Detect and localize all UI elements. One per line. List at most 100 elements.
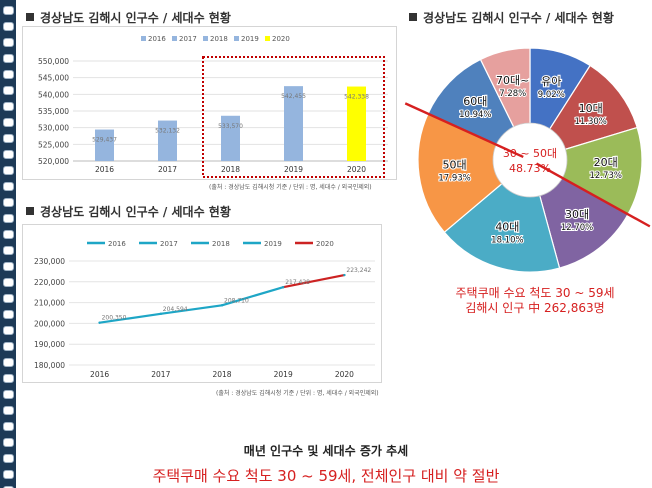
bullet-square-icon [409,13,417,21]
binding-ring [3,294,14,303]
bar-section-title-text: 경상남도 김해시 인구수 / 세대수 현황 [40,11,231,25]
pie-slice-label: 유아 [541,75,561,88]
line-segment [159,304,224,315]
bar [95,129,114,161]
binding-ring [3,70,14,79]
y-tick-label: 200,000 [34,319,65,328]
x-tick-label: 2019 [284,165,303,174]
bar-chart: 2016 2017 2018 2019 2020 520,000 525,000 530,00… [38,35,388,178]
binding-ring [3,198,14,207]
pie-slice-value: 10.94% [459,110,491,120]
line-segment [282,273,346,289]
y-tick-label: 180,000 [34,361,65,370]
y-tick-label: 535,000 [38,107,69,116]
line-section-title: 경상남도 김해시 인구수 / 세대수 현황 [26,203,231,220]
bar-data-label: 533,570 [218,123,243,130]
legend-label: 2019 [241,35,259,43]
binding-ring [3,134,14,143]
range-divider-line [535,162,651,228]
x-tick-label: 2016 [95,165,114,174]
pie-slice-value: 17.93% [438,173,470,183]
y-tick-label: 545,000 [38,74,69,83]
legend-swatch [172,36,177,41]
bar-data-label: 529,437 [92,137,117,144]
binding-ring [3,230,14,239]
pie-section-title: 경상남도 김해시 인구수 / 세대수 현황 [409,9,614,26]
line-data-label: 223,242 [346,267,371,274]
line-data-label: 200,350 [102,315,127,322]
line-data-label: 217,428 [285,279,310,286]
pie-slice-label: 10대 [579,102,603,115]
x-tick-label: 2017 [158,165,177,174]
bullet-square-icon [26,207,34,215]
pie-note-line2: 김해시 인구 中 262,863명 [465,301,605,315]
pie-chart: 유아 9.02% 10대 11.30% 20대 12.73% 30대 12.70% 40대 18.… [404,47,651,273]
legend-label: 2016 [148,35,166,43]
binding-ring [3,326,14,335]
legend-label: 2018 [212,240,230,248]
line-point [98,321,101,324]
highlight-box [202,56,385,178]
range-divider-line [404,102,524,159]
line-point [343,273,346,277]
pie-slice-value: 9.02% [538,90,565,100]
legend-label: 2017 [179,35,197,43]
legend-swatch [203,36,208,41]
y-tick-label: 520,000 [38,157,69,166]
legend-swatch [234,36,239,41]
pie-center [492,122,568,198]
y-tick-label: 190,000 [34,340,65,349]
binding-ring [3,22,14,31]
y-tick-label: 220,000 [34,278,65,287]
pie-section-title-text: 경상남도 김해시 인구수 / 세대수 현황 [423,11,614,25]
bar-data-label: 542,338 [344,94,369,101]
binding-ring [3,102,14,111]
x-tick-label: 2016 [90,370,109,379]
pie-slice-value: 18.10% [491,236,523,246]
legend-label: 2016 [108,240,126,248]
pie-slice-value: 11.30% [574,117,606,127]
legend-label: 2019 [264,240,282,248]
binding-ring [3,166,14,175]
binding-ring [3,438,14,447]
binding-ring [3,390,14,399]
x-tick-label: 2020 [347,165,366,174]
legend-label: 2020 [316,240,334,248]
binding-ring [3,54,14,63]
line-chart-source: (출처 : 경상남도 김해시청 기준 / 단위 : 명, 세대수 / 외국인제외… [216,390,379,397]
pie-center-line1: 30 ~ 50대 [503,147,557,160]
x-tick-label: 2017 [151,370,170,379]
binding-ring [3,262,14,271]
binding-ring [3,214,14,223]
line-data-label: 204,594 [163,306,188,313]
binding-ring [3,470,14,479]
line-segment [220,286,285,307]
bar-chart-panel: 2016 2017 2018 2019 2020 520,000 525,000 530,00… [22,26,397,180]
binding-ring [3,118,14,127]
x-tick-label: 2018 [221,165,240,174]
x-tick-label: 2019 [274,370,293,379]
pie-note-line1: 주택쿠매 수요 척도 30 ~ 59세 [455,286,615,300]
line-chart-panel: 2016 2017 2018 2019 2020 180,000 190,000 200,00… [22,224,382,383]
line-section-title-text: 경상남도 김해시 인구수 / 세대수 현황 [40,205,231,219]
binding-ring [3,278,14,287]
footer-headline: 주택쿠매 수요 척도 30 ~ 59세, 전체인구 대비 약 절반 [152,467,500,485]
binding-ring [3,6,14,15]
y-tick-label: 525,000 [38,140,69,149]
y-tick-label: 210,000 [34,299,65,308]
pie-slice [528,126,643,216]
binding-ring [3,246,14,255]
line-point [220,304,224,307]
line-point [282,285,285,289]
legend-label: 2018 [210,35,228,43]
legend-label: 2017 [160,240,178,248]
line-segment [98,312,162,324]
pie-slice-label: 70대~ [496,74,529,87]
binding-ring [3,150,14,159]
legend-label: 2020 [272,35,290,43]
binding-ring [3,422,14,431]
binding-ring [3,358,14,367]
binding-ring [3,182,14,191]
pie-note: 주택쿠매 수요 척도 30 ~ 59세 김해시 인구 中 262,863명 [418,286,652,316]
bar [347,86,366,161]
